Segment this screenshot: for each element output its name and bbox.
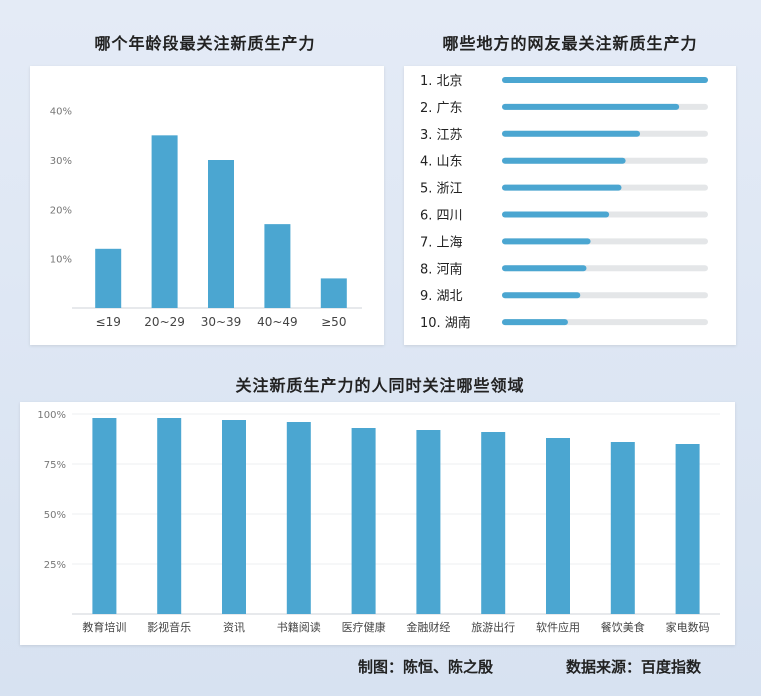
bar — [502, 319, 568, 326]
x-tick-label: 20~29 — [144, 315, 185, 329]
bar — [416, 430, 441, 614]
bar — [502, 184, 622, 191]
region-label: 10. 湖南 — [420, 315, 471, 331]
region-chart-panel: 1. 北京 2. 广东 3. 江苏 4. 山东 5. 浙江 6. 四川 7. 上海 8. 河南… — [404, 66, 736, 345]
x-tick-label: 40~49 — [257, 315, 298, 329]
region-label: 7. 上海 — [420, 235, 463, 250]
y-tick-label: 40% — [50, 107, 72, 118]
age-chart-panel: 10% 20% 30% 40% ≤19 20~29 30~39 40~49 ≥50 — [30, 66, 384, 345]
region-label: 1. 北京 — [420, 74, 463, 89]
bar — [222, 420, 246, 614]
bar — [208, 160, 234, 308]
bar — [502, 157, 626, 164]
age-chart: 10% 20% 30% 40% ≤19 20~29 30~39 40~49 ≥50 — [50, 107, 362, 329]
bar — [502, 292, 581, 299]
bar — [675, 444, 700, 614]
region-label: 8. 河南 — [420, 261, 463, 277]
bar — [320, 278, 347, 308]
x-tick-label: 教育培训 — [82, 620, 126, 634]
region-chart: 1. 北京 2. 广东 3. 江苏 4. 山东 5. 浙江 6. 四川 7. 上海 8. 河南… — [420, 74, 708, 331]
bar — [502, 77, 708, 83]
domain-chart-title: 关注新质生产力的人同时关注哪些领域 — [235, 376, 525, 395]
x-tick-label: 餐饮美食 — [601, 620, 645, 634]
region-chart-title: 哪些地方的网友最关注新质生产力 — [442, 34, 698, 53]
age-chart-title: 哪个年龄段最关注新质生产力 — [94, 34, 316, 53]
bar — [610, 442, 635, 614]
y-tick-label: 25% — [44, 560, 66, 571]
domain-chart: 25% 50% 75% 100% 教育培训 影视音乐 资讯 书籍阅读 医疗健康 金融财经 旅游出行 软… — [37, 410, 720, 634]
x-tick-label: 资讯 — [223, 621, 245, 634]
region-label: 6. 四川 — [420, 209, 463, 224]
region-label: 9. 湖北 — [420, 289, 463, 304]
x-tick-label: ≥50 — [321, 315, 346, 329]
x-tick-label: 旅游出行 — [471, 620, 515, 634]
credit-source: 数据来源：百度指数 — [566, 658, 702, 676]
x-tick-label: 软件应用 — [536, 620, 580, 634]
region-label: 3. 江苏 — [420, 127, 463, 143]
bar — [151, 135, 178, 308]
bar — [502, 130, 641, 137]
y-tick-label: 100% — [37, 410, 66, 421]
bar — [264, 224, 291, 308]
region-label: 2. 广东 — [420, 101, 463, 116]
x-tick-label: 金融财经 — [406, 620, 450, 634]
y-tick-label: 30% — [50, 156, 72, 167]
bar — [502, 265, 587, 272]
bar — [286, 422, 311, 614]
bar — [351, 428, 376, 614]
y-tick-label: 75% — [44, 460, 66, 471]
bar — [481, 432, 506, 614]
y-tick-label: 10% — [50, 255, 72, 266]
bar — [546, 438, 570, 614]
bar — [92, 418, 117, 614]
domain-chart-panel: 25% 50% 75% 100% 教育培训 影视音乐 资讯 书籍阅读 医疗健康 金融财经 旅游出行 软… — [20, 402, 735, 645]
bar — [502, 211, 610, 218]
x-tick-label: 30~39 — [201, 315, 242, 329]
bar — [502, 238, 591, 245]
bar — [95, 248, 122, 308]
x-tick-label: 书籍阅读 — [277, 620, 321, 634]
x-tick-label: ≤19 — [96, 315, 121, 329]
credit-maker: 制图：陈恒、陈之殷 — [358, 658, 494, 676]
bar — [157, 418, 182, 614]
y-tick-label: 50% — [44, 510, 66, 521]
x-tick-label: 医疗健康 — [342, 620, 386, 634]
y-tick-label: 20% — [50, 205, 72, 216]
bar — [502, 103, 680, 110]
x-tick-label: 影视音乐 — [147, 620, 191, 634]
region-label: 4. 山东 — [420, 155, 463, 170]
region-label: 5. 浙江 — [420, 182, 463, 197]
x-tick-label: 家电数码 — [666, 620, 710, 634]
